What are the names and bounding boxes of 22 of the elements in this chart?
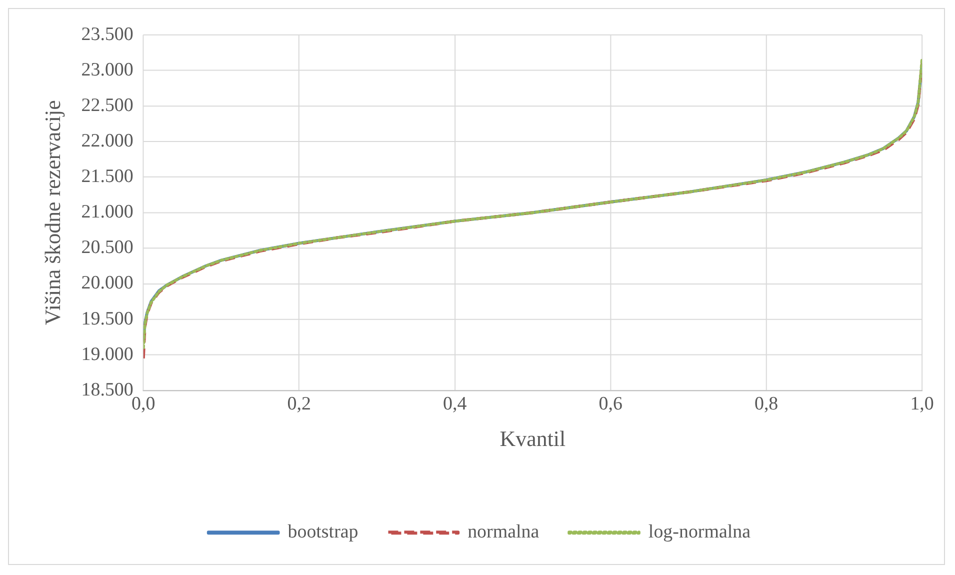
y-axis-title: Višina škodne rezervacije (40, 100, 65, 326)
y-tick-label: 18.500 (81, 379, 134, 400)
y-tick-label: 20.500 (81, 237, 134, 258)
y-tick-label: 19.000 (81, 344, 134, 365)
x-tick-label: 0,2 (287, 394, 311, 415)
y-tick-label: 23.000 (81, 59, 134, 80)
x-tick-label: 0,4 (442, 394, 468, 415)
x-tick-label: 0,0 (132, 394, 156, 415)
x-tick-label: 0,6 (598, 394, 622, 415)
x-tick-label: 1,0 (910, 394, 934, 415)
y-tick-label: 20.000 (81, 272, 134, 294)
y-tick-label: 21.500 (81, 166, 134, 188)
y-tick-label: 23.500 (81, 24, 134, 45)
y-tick-label: 19.500 (81, 308, 134, 330)
legend-label: log-normalna (648, 522, 752, 543)
legend-label: bootstrap (288, 522, 358, 543)
y-tick-label: 21.000 (81, 202, 134, 223)
y-tick-label: 22.500 (81, 94, 134, 116)
legend-label: normalna (468, 522, 540, 543)
x-axis-title: Kvantil (500, 426, 566, 452)
x-tick-label: 0,8 (754, 394, 778, 415)
y-tick-label: 22.000 (81, 130, 134, 152)
